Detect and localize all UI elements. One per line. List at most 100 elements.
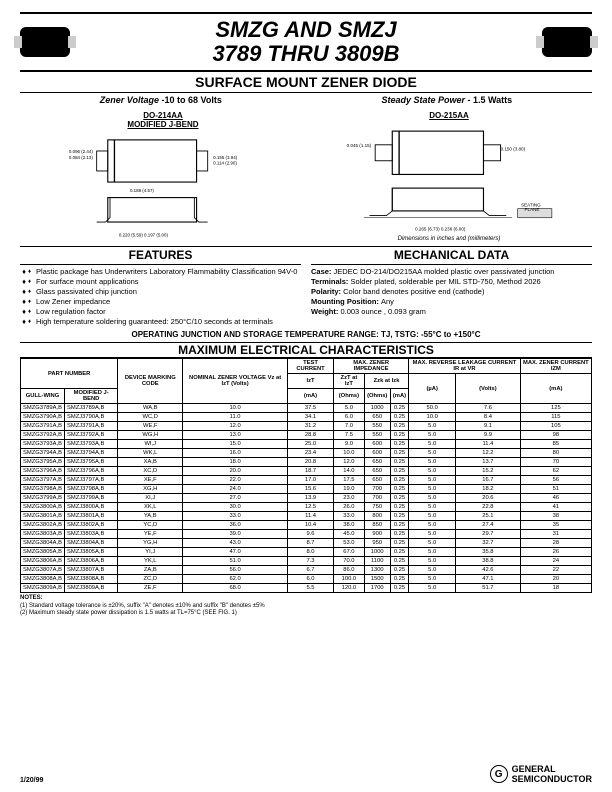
table-cell: SMZG3806A,B	[21, 557, 65, 566]
table-cell: 6.0	[334, 413, 365, 422]
table-cell: ZE,F	[118, 584, 183, 593]
table-cell: SMZJ3790A,B	[65, 413, 118, 422]
table-cell: 43.0	[183, 539, 288, 548]
notes-title: NOTES:	[20, 595, 43, 601]
table-cell: 11.4	[287, 512, 333, 521]
table-row: SMZG3791A,BSMZJ3791A,BWE,F12.031.27.0550…	[21, 422, 592, 431]
table-cell: 10.0	[409, 413, 456, 422]
chip-icon-left	[20, 27, 70, 57]
table-cell: SMZJ3789A,B	[65, 404, 118, 413]
table-row: SMZG3792A,BSMZJ3792A,BWG,H13.028.87.5550…	[21, 431, 592, 440]
svg-text:0.096 (2.44): 0.096 (2.44)	[69, 150, 93, 155]
table-row: SMZG3805A,BSMZJ3805A,BYI,J47.08.067.0100…	[21, 548, 592, 557]
table-cell: SMZG3791A,B	[21, 422, 65, 431]
feature-item: For surface mount applications	[28, 277, 301, 287]
table-cell: ZC,D	[118, 575, 183, 584]
table-cell: 22	[520, 566, 591, 575]
diagrams: DO-214AAMODIFIED J-BEND 0.096 (2.44) 0.0…	[20, 107, 592, 247]
table-cell: SMZJ3797A,B	[65, 476, 118, 485]
svg-text:0.045 (1.15): 0.045 (1.15)	[346, 143, 371, 148]
table-cell: 35	[520, 521, 591, 530]
table-cell: 11.4	[456, 440, 521, 449]
table-cell: 22.0	[183, 476, 288, 485]
table-cell: 20.8	[287, 458, 333, 467]
table-cell: 5.0	[409, 575, 456, 584]
table-cell: YG,H	[118, 539, 183, 548]
table-cell: 23.0	[334, 494, 365, 503]
table-cell: SMZG3805A,B	[21, 548, 65, 557]
table-row: SMZG3790A,BSMZJ3790A,BWC,D11.034.16.0650…	[21, 413, 592, 422]
table-cell: WA,B	[118, 404, 183, 413]
table-cell: 13.0	[183, 431, 288, 440]
table-cell: 68.0	[183, 584, 288, 593]
table-cell: 700	[364, 494, 390, 503]
table-cell: ZA,B	[118, 566, 183, 575]
table-cell: 9.0	[334, 440, 365, 449]
table-cell: SMZJ3795A,B	[65, 458, 118, 467]
th-jbend: MODIFIED J-BEND	[65, 389, 118, 404]
table-cell: 0.25	[390, 458, 409, 467]
table-cell: 45.0	[334, 530, 365, 539]
th-ma: (mA)	[390, 389, 409, 404]
table-cell: SMZJ3799A,B	[65, 494, 118, 503]
table-cell: 31	[520, 530, 591, 539]
spec-line: Zener Voltage -10 to 68 Volts Steady Sta…	[20, 93, 592, 107]
table-cell: 31.2	[287, 422, 333, 431]
package-drawing-right: SEATING PLANE 0.045 (1.15) 0.150 (3.80) …	[312, 122, 587, 236]
table-cell: SMZG3802A,B	[21, 521, 65, 530]
table-cell: 600	[364, 449, 390, 458]
svg-text:0.114 (2.90): 0.114 (2.90)	[213, 161, 237, 166]
table-cell: 70.0	[334, 557, 365, 566]
table-cell: XC,D	[118, 467, 183, 476]
table-cell: 7.5	[334, 431, 365, 440]
table-cell: SMZJ3793A,B	[65, 440, 118, 449]
mechanical-title: MECHANICAL DATA	[311, 247, 592, 264]
table-cell: 600	[364, 440, 390, 449]
table-cell: SMZG3809A,B	[21, 584, 65, 593]
table-row: SMZG3801A,BSMZJ3801A,BYA,B33.011.433.080…	[21, 512, 592, 521]
table-cell: 6.0	[287, 575, 333, 584]
table-cell: 17.0	[287, 476, 333, 485]
table-cell: XG,H	[118, 485, 183, 494]
feature-item: Low Zener impedance	[28, 297, 301, 307]
table-cell: 0.25	[390, 566, 409, 575]
table-cell: 12.0	[334, 458, 365, 467]
spec-left: Zener Voltage -10 to 68 Volts	[100, 95, 222, 105]
table-cell: 29.7	[456, 530, 521, 539]
logo-line-2: SEMICONDUCTOR	[512, 774, 592, 784]
feature-item: Plastic package has Underwriters Laborat…	[28, 267, 301, 277]
th-imp: MAX. ZENER IMPEDANCE	[334, 359, 409, 374]
table-cell: 16.7	[456, 476, 521, 485]
table-cell: 47.1	[456, 575, 521, 584]
diagram-left: DO-214AAMODIFIED J-BEND 0.096 (2.44) 0.0…	[26, 111, 301, 242]
table-cell: 85	[520, 440, 591, 449]
table-cell: 5.0	[334, 404, 365, 413]
table-cell: SMZG3799A,B	[21, 494, 65, 503]
table-cell: 8.0	[287, 548, 333, 557]
table-cell: 33.0	[183, 512, 288, 521]
table-row: SMZG3800A,BSMZJ3800A,BXK,L30.012.526.075…	[21, 503, 592, 512]
table-cell: SMZJ3803A,B	[65, 530, 118, 539]
notes: NOTES: (1) Standard voltage tolerance is…	[20, 595, 592, 617]
feature-item: High temperature soldering guaranteed: 2…	[28, 317, 301, 327]
table-cell: 5.0	[409, 485, 456, 494]
table-cell: 11.0	[183, 413, 288, 422]
table-cell: 5.0	[409, 440, 456, 449]
svg-text:0.188 (4.57): 0.188 (4.57)	[130, 188, 154, 193]
table-cell: 9.1	[456, 422, 521, 431]
table-cell: SMZG3807A,B	[21, 566, 65, 575]
table-cell: 10.0	[334, 449, 365, 458]
table-cell: SMZJ3792A,B	[65, 431, 118, 440]
table-cell: 41	[520, 503, 591, 512]
table-cell: XA,B	[118, 458, 183, 467]
th-ohms-2: (Ohms)	[364, 389, 390, 404]
table-row: SMZG3809A,BSMZJ3809A,BZE,F68.05.5120.017…	[21, 584, 592, 593]
table-cell: 34.1	[287, 413, 333, 422]
dimension-note: Dimensions in inches and (millimeters)	[312, 236, 587, 242]
table-row: SMZG3799A,BSMZJ3799A,BXI,J27.013.923.070…	[21, 494, 592, 503]
table-cell: 750	[364, 503, 390, 512]
table-cell: 550	[364, 431, 390, 440]
table-cell: 50.0	[409, 404, 456, 413]
table-cell: 9.9	[456, 431, 521, 440]
table-cell: 5.0	[409, 494, 456, 503]
